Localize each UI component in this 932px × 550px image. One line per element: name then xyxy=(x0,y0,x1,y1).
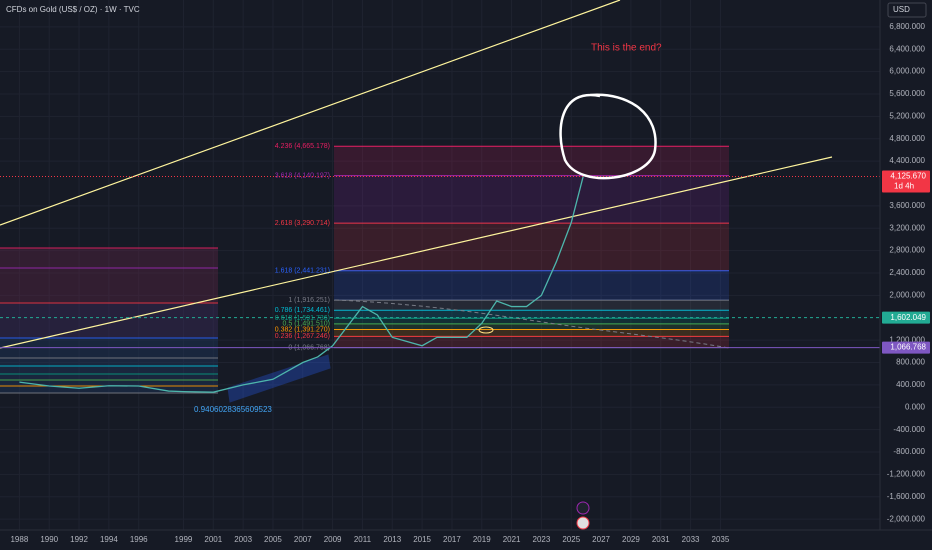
fib-band xyxy=(334,318,729,324)
x-tick-label: 1994 xyxy=(100,535,118,544)
plot xyxy=(0,175,880,393)
x-tick-label: 2029 xyxy=(622,535,640,544)
y-tick-label: 2,400.000 xyxy=(889,268,925,277)
y-tick-label: 3,200.000 xyxy=(889,223,925,232)
y-tick-label: 2,000.000 xyxy=(889,290,925,299)
price-tag-label: 1,602.049 xyxy=(890,313,926,322)
x-tick-label: 1992 xyxy=(70,535,88,544)
y-tick-label: -800.000 xyxy=(893,447,925,456)
y-tick-label: -1,200.000 xyxy=(887,470,926,479)
x-tick-label: 2005 xyxy=(264,535,282,544)
x-tick-label: 2001 xyxy=(204,535,222,544)
fib-label: 1.618 (2,441.231) xyxy=(275,268,330,275)
x-tick-label: 2009 xyxy=(324,535,342,544)
y-tick-label: -400.000 xyxy=(893,425,925,434)
axes: 6,800.000 6,400.000 6,000.000 5,600.000 5,20… xyxy=(10,22,930,544)
channel-note: 0.9406028365609523 xyxy=(194,405,272,414)
y-tick-label: 0.000 xyxy=(905,402,926,411)
symbol: CFDs on Gold (US$ / OZ) · 1W · TVC xyxy=(6,5,140,14)
price-tag xyxy=(882,170,930,193)
y-tick-label: -2,000.000 xyxy=(887,514,926,523)
annotation: This is the end? xyxy=(591,43,662,54)
fib-retracement: 0 (1,066.768)0.236 (1,267.246)0.382 (1,3… xyxy=(275,143,729,351)
event-icon[interactable] xyxy=(576,501,590,515)
fib-band xyxy=(334,146,729,176)
fib-band xyxy=(334,323,729,330)
price-tag-label: 1,066.768 xyxy=(890,343,926,352)
fib-label: 0.618 (1,591.736) xyxy=(275,315,330,322)
x-tick-label: 2011 xyxy=(354,535,372,544)
x-tick-label: 1988 xyxy=(10,535,28,544)
y-tick-label: 6,400.000 xyxy=(889,44,925,53)
currency: USD xyxy=(893,5,910,14)
y-tick-label: 5,600.000 xyxy=(889,89,925,98)
left-fib-box xyxy=(0,247,218,394)
y-tick-label: 2,800.000 xyxy=(889,246,925,255)
fib-label: 0.382 (1,391.270) xyxy=(275,326,330,333)
fib-label: 3.618 (4,140.197) xyxy=(275,172,330,179)
y-tick-label: 4,800.000 xyxy=(889,134,925,143)
fib-band xyxy=(334,310,729,319)
fib-label: 0.5 (1,491.510) xyxy=(283,321,330,328)
x-tick-label: 2021 xyxy=(503,535,521,544)
ellipse-annotation xyxy=(478,326,494,334)
fib-band xyxy=(334,223,729,271)
fib-label: 0.236 (1,267.246) xyxy=(275,333,330,340)
fib-band xyxy=(334,336,729,348)
fib-band xyxy=(334,329,729,337)
price-tag xyxy=(882,311,930,324)
y-tick-label: 800.000 xyxy=(896,358,925,367)
y-tick-label: 3,600.000 xyxy=(889,201,925,210)
fib-label: 4.236 (4,665.178) xyxy=(275,143,330,150)
y-tick-label: 1,200.000 xyxy=(889,335,925,344)
x-tick-label: 2007 xyxy=(294,535,312,544)
x-tick-label: 1990 xyxy=(40,535,58,544)
x-tick-label: 2013 xyxy=(383,535,401,544)
dashed-curve xyxy=(334,299,730,349)
channel xyxy=(227,354,331,403)
trend-line xyxy=(0,0,621,226)
y-tick-label: 6,000.000 xyxy=(889,67,925,76)
price-tag-label: 4,125.670 xyxy=(890,172,926,181)
x-tick-label: 2025 xyxy=(562,535,580,544)
y-tick-label: 4,400.000 xyxy=(889,156,925,165)
circle-annotation xyxy=(559,93,657,180)
price-tag xyxy=(882,341,930,354)
x-tick-label: 2035 xyxy=(712,535,730,544)
y-tick-label: 400.000 xyxy=(896,380,925,389)
fib-label: 1 (1,916.251) xyxy=(288,297,330,304)
y-tick-label: 5,200.000 xyxy=(889,111,925,120)
x-tick-label: 2033 xyxy=(682,535,700,544)
x-tick-label: 1996 xyxy=(130,535,148,544)
x-tick-label: 2003 xyxy=(234,535,252,544)
grid xyxy=(0,0,880,530)
x-tick-label: 2023 xyxy=(533,535,551,544)
x-tick-label: 2019 xyxy=(473,535,491,544)
price-line xyxy=(19,176,584,393)
countdown: 1d 4h xyxy=(894,182,914,191)
fib-band xyxy=(334,300,729,311)
y-tick-label: 6,800.000 xyxy=(889,22,925,31)
y-tick-label: -1,600.000 xyxy=(887,492,926,501)
x-tick-label: 2017 xyxy=(443,535,461,544)
trend-line xyxy=(0,156,833,349)
fib-label: 0.786 (1,734.461) xyxy=(275,307,330,314)
fib-label: 2.618 (3,290.714) xyxy=(275,220,330,227)
fib-band xyxy=(334,270,729,301)
x-tick-label: 2031 xyxy=(652,535,670,544)
event-icon[interactable] xyxy=(576,516,590,530)
x-tick-label: 2015 xyxy=(413,535,431,544)
x-tick-label: 1999 xyxy=(175,535,193,544)
x-tick-label: 2027 xyxy=(592,535,610,544)
currency-box xyxy=(887,2,927,18)
fib-band xyxy=(334,175,729,224)
